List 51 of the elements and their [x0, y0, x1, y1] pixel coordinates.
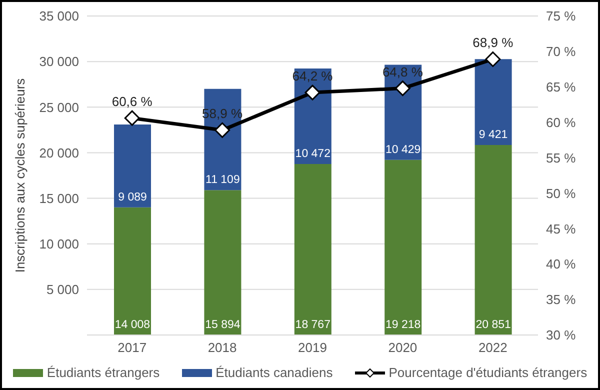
point: [214, 122, 230, 138]
y-tick-label: 25 000: [39, 100, 79, 115]
x-tick-label: 2018: [208, 340, 237, 356]
data-label: 11 109: [206, 174, 240, 186]
bar: [114, 124, 151, 208]
y2-tick-label: 40 %: [546, 256, 576, 272]
data-label: 20 851: [476, 319, 511, 331]
y-axis-title: Inscriptions aux cycles supérieurs: [12, 78, 28, 273]
x-tick-label: 2020: [388, 340, 418, 356]
y2-tick-label: 50 %: [546, 186, 576, 201]
bar: [114, 207, 151, 335]
data-label: 9 421: [478, 128, 508, 141]
y2-tick-label: 55 %: [546, 150, 576, 166]
y-tick-label: 10 000: [39, 236, 79, 252]
bar: [474, 59, 512, 145]
y-tick-label: 20 000: [39, 145, 79, 160]
y2-tick-label: 35 %: [546, 292, 576, 308]
y-tick-label: 15 000: [39, 190, 79, 206]
y-tick-label: 30 000: [39, 54, 79, 70]
bar: [204, 88, 242, 190]
y2-tick-label: 30 %: [546, 328, 576, 343]
y2-tick-label: 75 %: [546, 8, 576, 24]
data-label: 18 767: [295, 319, 330, 331]
bar: [204, 190, 242, 335]
x-tick-label: 2022: [478, 340, 508, 356]
data-label: 9 089: [118, 191, 147, 204]
data-label: 14 008: [114, 319, 150, 331]
y2-tick-label: 45 %: [546, 221, 576, 236]
y-tick-label: 35 000: [39, 8, 79, 24]
bar: [384, 160, 422, 335]
x-tick-label: 2019: [298, 340, 327, 356]
data-label: 68,9 %: [472, 35, 514, 50]
point: [124, 110, 140, 126]
y2-tick-label: 60 %: [546, 114, 576, 130]
point: [394, 80, 410, 96]
y2-tick-label: 65 %: [546, 80, 576, 95]
y-tick-label: 5 000: [46, 282, 79, 298]
y2-tick-label: 70 %: [546, 44, 576, 60]
data-label: 10 472: [295, 148, 330, 160]
data-label: 19 218: [386, 319, 421, 331]
point: [304, 84, 320, 100]
data-label: 60,6 %: [112, 94, 153, 110]
data-label: 15 894: [205, 319, 241, 331]
legend-label: Étudiants canadiens: [214, 365, 333, 380]
legend-label: Étudiants étrangers: [46, 365, 160, 380]
x-tick-label: 2017: [118, 340, 147, 356]
bar: [474, 144, 512, 335]
legend-label: Pourcentage d'étudiants étrangers: [388, 365, 588, 380]
point: [485, 51, 501, 67]
bar: [294, 164, 332, 335]
data-label: 10 429: [386, 144, 421, 156]
